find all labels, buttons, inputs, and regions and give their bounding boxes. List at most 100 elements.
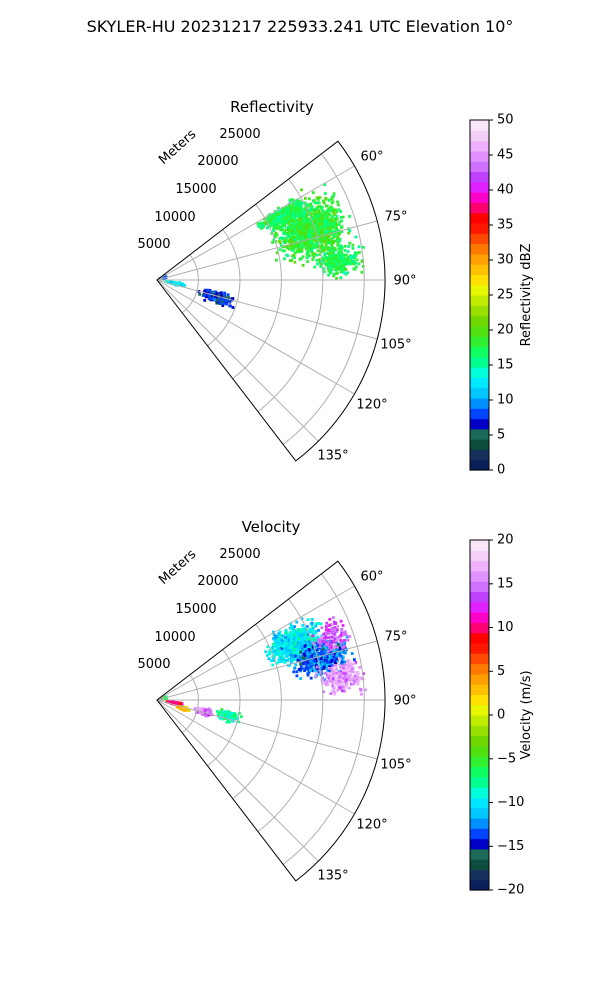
radar-gate (293, 256, 296, 260)
range-ring (282, 573, 365, 865)
radar-gate (225, 720, 229, 724)
radar-gate (317, 223, 321, 226)
radar-gate (308, 197, 311, 201)
radar-gate (311, 212, 315, 216)
radar-gate (344, 272, 348, 276)
radar-gate (300, 188, 303, 192)
radar-gate (313, 213, 317, 217)
radar-gate (291, 208, 295, 212)
radar-gate (342, 256, 346, 260)
radar-gate (332, 646, 336, 650)
radar-gate (349, 671, 352, 675)
radar-gate (348, 229, 352, 232)
radar-gate (318, 258, 321, 262)
radar-gate (295, 674, 299, 678)
radar-gate (323, 183, 327, 187)
radar-gate (321, 644, 324, 647)
radar-gate (310, 628, 313, 632)
radar-gate (289, 622, 293, 626)
radar-gate (309, 213, 313, 217)
radar-gate (305, 664, 309, 668)
colorbar-segment (470, 848, 489, 860)
radar-gate (221, 297, 225, 301)
radar-gate (336, 657, 340, 661)
radar-gate (297, 207, 301, 211)
radar-gate (222, 302, 226, 305)
radar-gate (318, 213, 322, 217)
radar-gate (348, 215, 351, 218)
radar-gate (303, 216, 307, 220)
radar-gate (338, 238, 342, 242)
radar-gate (336, 236, 340, 240)
azimuth-gridline (156, 279, 355, 395)
radar-gate (314, 227, 317, 230)
radar-gate (292, 224, 296, 227)
radar-gate (283, 221, 287, 225)
radar-gate (343, 660, 347, 664)
radar-gate (307, 656, 310, 659)
radar-gate (312, 227, 316, 231)
radar-gate (347, 255, 350, 259)
radar-gate (331, 261, 335, 265)
colorbar-tick-label: 20 (497, 323, 514, 338)
radar-gate (315, 652, 319, 655)
radar-gate (302, 232, 306, 236)
radar-gate (332, 208, 336, 212)
radar-gate (306, 220, 310, 224)
range-ring (207, 649, 241, 767)
radar-gate (307, 230, 311, 234)
colorbar-segment (470, 439, 489, 451)
radar-gate (294, 213, 298, 216)
radar-gate (294, 640, 297, 644)
radial-axis-label: Meters (156, 127, 199, 168)
radar-gate (286, 225, 290, 229)
radar-gate (223, 299, 227, 303)
radar-gate (315, 201, 319, 205)
radar-gate (339, 210, 342, 213)
radar-gate (325, 234, 329, 237)
radar-gate (308, 656, 312, 659)
radar-gate (320, 238, 324, 241)
radial-tick-label: 25000 (219, 547, 260, 562)
radar-gate (315, 637, 319, 640)
radar-gate (226, 716, 230, 720)
radar-gate (297, 247, 301, 251)
radar-gate (284, 244, 288, 248)
radar-gate (330, 627, 333, 631)
radar-gate (217, 301, 221, 305)
radar-gate (314, 657, 318, 660)
radar-gate (327, 252, 330, 255)
radar-gate (209, 711, 212, 714)
colorbar-tick-label: 15 (497, 576, 514, 591)
radar-gate (203, 299, 207, 302)
radar-gate (300, 249, 304, 253)
radar-gate (273, 212, 277, 216)
azimuth-tick-label: 75° (384, 210, 407, 225)
radar-gate (322, 201, 326, 205)
radar-gate (342, 646, 345, 649)
radar-gate (165, 280, 169, 284)
radar-gate (313, 637, 317, 641)
radar-gate (351, 680, 354, 683)
colorbar-segment (470, 591, 489, 603)
radar-gate (308, 244, 312, 247)
radar-gate (300, 216, 303, 220)
radar-gate (285, 638, 289, 641)
radar-gate (295, 218, 299, 222)
radar-gate (332, 616, 335, 620)
radar-gate (344, 633, 347, 636)
radar-gate (332, 230, 336, 234)
radar-gate (331, 677, 335, 681)
radar-gate (301, 246, 304, 249)
radar-gate (327, 668, 331, 672)
radar-gate (320, 626, 324, 630)
radar-gate (288, 239, 291, 243)
colorbar-tick-label: 15 (497, 358, 514, 373)
radar-gate (185, 705, 189, 709)
radar-gate (329, 677, 333, 680)
radar-gate (285, 231, 289, 235)
radar-gate (219, 710, 223, 714)
radar-gate (295, 202, 299, 206)
radar-gate (304, 633, 307, 637)
radar-gate (304, 635, 307, 639)
